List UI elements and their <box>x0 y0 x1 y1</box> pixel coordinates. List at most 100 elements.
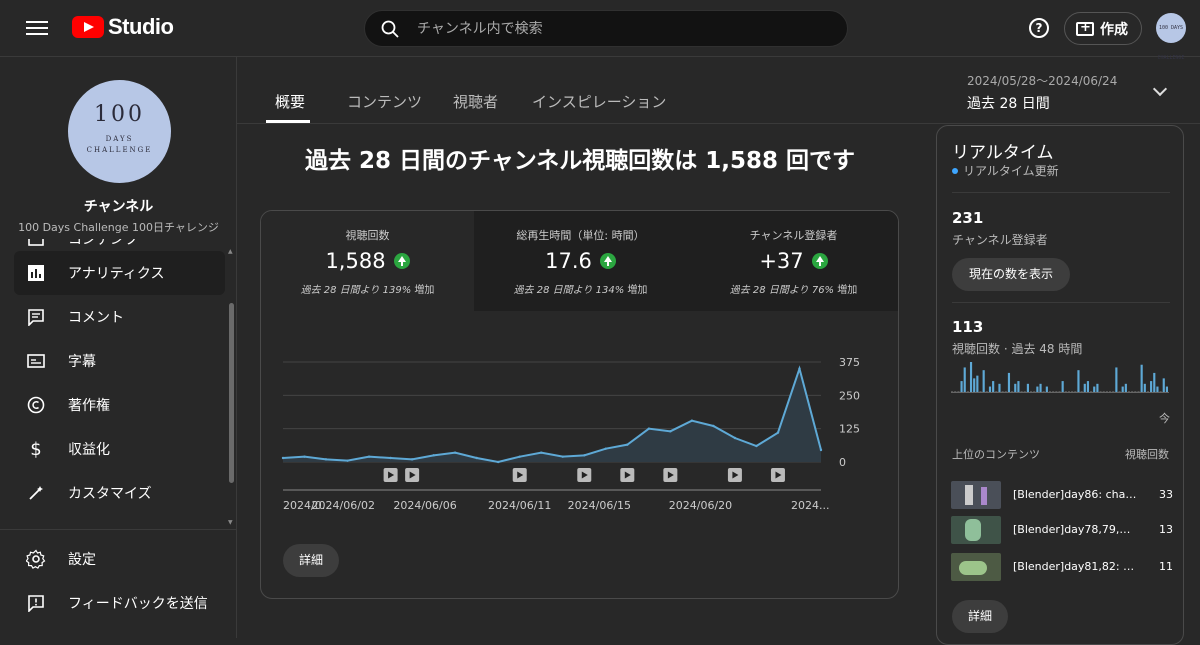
avatar-number: 100 <box>94 102 145 127</box>
sidebar-item-label: 設定 <box>68 552 96 568</box>
sidebar-item-content[interactable]: コンテンツ <box>14 239 225 261</box>
top-content-row[interactable]: [Blender]day78,79,80:... 13 <box>951 516 1173 544</box>
realtime-bar <box>1112 391 1115 392</box>
metric-subscribers[interactable]: チャンネル登録者 +37 過去 28 日間より 76% 増加 <box>687 211 898 311</box>
realtime-panel: リアルタイム リアルタイム更新 231 チャンネル登録者 現在の数を表示 113… <box>936 125 1184 645</box>
data-point <box>583 454 586 457</box>
realtime-bar <box>1083 383 1086 392</box>
tab-inspiration[interactable]: インスピレーション <box>532 93 667 111</box>
realtime-bar <box>1127 391 1131 392</box>
realtime-bar <box>1096 383 1099 392</box>
copyright-icon <box>26 395 46 415</box>
scroll-up-arrow[interactable]: ▲ <box>228 248 233 255</box>
realtime-bar <box>992 381 995 392</box>
channel-avatar[interactable]: 100 DAYS CHALLENGE <box>68 80 171 183</box>
sidebar-item-subtitles[interactable]: 字幕 <box>14 339 225 383</box>
tab-overview[interactable]: 概要 <box>275 93 306 111</box>
now-label: 今 <box>1159 412 1170 425</box>
search-input[interactable] <box>417 11 837 46</box>
realtime-details-button[interactable]: 詳細 <box>952 600 1008 633</box>
realtime-bar <box>1124 383 1127 392</box>
video-title: [Blender]day81,82: ch... <box>1013 560 1137 573</box>
nav-list: コンテンツ アナリティクス コメント 字幕 著作権 $ 収益化 カスタマイズ <box>0 239 230 529</box>
sidebar-item-settings[interactable]: 設定 <box>14 537 225 581</box>
views-series-line <box>282 365 822 464</box>
tab-content[interactable]: コンテンツ <box>347 93 423 111</box>
arrow-up-icon <box>599 253 616 269</box>
realtime-bar <box>973 378 976 392</box>
data-point <box>540 451 543 454</box>
realtime-bar-chart[interactable] <box>951 362 1173 406</box>
metric-views[interactable]: 視聴回数 1,588 過去 28 日間より 139% 増加 <box>261 211 474 311</box>
nav-divider <box>0 529 237 530</box>
sidebar-item-comments[interactable]: コメント <box>14 295 225 339</box>
top-content-row[interactable]: [Blender]day86: char... 33 <box>951 481 1173 509</box>
realtime-bar <box>1033 391 1036 392</box>
chevron-down-icon[interactable] <box>1152 81 1168 97</box>
realtime-bar <box>1134 391 1137 392</box>
x-tick-label: 2024... <box>791 499 829 512</box>
live-dot-icon <box>952 167 958 174</box>
details-button[interactable]: 詳細 <box>283 544 339 577</box>
realtime-bar <box>1077 370 1080 392</box>
realtime-bar <box>1105 391 1108 392</box>
show-count-button[interactable]: 現在の数を表示 <box>952 258 1070 291</box>
sidebar-item-analytics[interactable]: アナリティクス <box>14 251 225 295</box>
realtime-bar <box>1020 391 1023 392</box>
realtime-bar <box>960 381 963 392</box>
realtime-bar <box>985 391 988 392</box>
x-tick-label: 2024/06/15 <box>568 499 631 512</box>
sidebar-item-monetization[interactable]: $ 収益化 <box>14 427 225 471</box>
video-thumbnail <box>951 481 1001 509</box>
comment-icon <box>26 307 46 327</box>
tab-audience[interactable]: 視聴者 <box>453 93 499 111</box>
metric-watch-time[interactable]: 総再生時間（単位: 時間） 17.6 過去 28 日間より 134% 増加 <box>474 211 687 311</box>
create-video-icon <box>1076 20 1094 36</box>
avatar-challenge: CHALLENGE <box>86 146 153 154</box>
divider <box>952 302 1170 303</box>
views-chart[interactable]: 0 125 250 375 2024/0...2024/06/02 2024/06/06 2… <box>261 311 899 531</box>
active-tab-indicator <box>266 120 310 123</box>
realtime-bar <box>1118 391 1121 392</box>
data-point <box>733 436 737 440</box>
monetization-icon: $ <box>30 438 42 460</box>
help-icon[interactable]: ? <box>1029 18 1049 38</box>
sidebar-item-copyright[interactable]: 著作権 <box>14 383 225 427</box>
data-point <box>647 427 651 430</box>
y-tick-label: 250 <box>839 389 860 402</box>
page-headline: 過去 28 日間のチャンネル視聴回数は 1,588 回です <box>304 148 856 174</box>
gear-icon <box>26 549 46 569</box>
data-point <box>669 430 672 433</box>
account-avatar[interactable]: 100 DAYS CHALLENGE <box>1156 13 1186 61</box>
x-tick-label: 2024/06/02 <box>312 499 375 512</box>
create-button[interactable]: 作成 <box>1064 12 1142 45</box>
analytics-tabs: 概要 コンテンツ 視聴者 インスピレーション 2024/05/28～2024/0… <box>237 57 1200 124</box>
play-icon <box>667 471 674 479</box>
data-point <box>776 431 780 434</box>
realtime-bar <box>998 383 1001 392</box>
realtime-bar <box>1045 386 1048 392</box>
studio-logo[interactable]: Studio <box>72 14 174 40</box>
date-range-label: 過去 28 日間 <box>967 96 1050 112</box>
top-content-row[interactable]: [Blender]day81,82: ch... 11 <box>951 553 1173 581</box>
sidebar-item-feedback[interactable]: フィードバックを送信 <box>14 581 225 625</box>
data-point <box>604 447 607 450</box>
realtime-bar <box>951 391 954 392</box>
menu-icon[interactable] <box>26 17 48 39</box>
video-thumbnail <box>951 553 1001 581</box>
data-point <box>819 448 823 452</box>
data-point <box>346 459 349 462</box>
x-tick-label: 2024/0... <box>283 499 332 512</box>
sidebar-item-customize[interactable]: カスタマイズ <box>14 471 225 515</box>
realtime-bar <box>1007 372 1011 392</box>
realtime-bar <box>1146 391 1150 392</box>
date-range-selector[interactable]: 2024/05/28～2024/06/24 過去 28 日間 <box>967 72 1117 113</box>
search-icon[interactable] <box>381 20 399 38</box>
scroll-down-arrow[interactable]: ▼ <box>228 519 233 526</box>
sidebar-scrollbar[interactable] <box>229 303 234 483</box>
video-views: 33 <box>1159 488 1173 501</box>
realtime-bar <box>976 375 979 392</box>
data-point <box>561 455 564 458</box>
realtime-views-value: 113 <box>952 318 984 336</box>
sidebar-item-label: 著作権 <box>68 398 110 414</box>
